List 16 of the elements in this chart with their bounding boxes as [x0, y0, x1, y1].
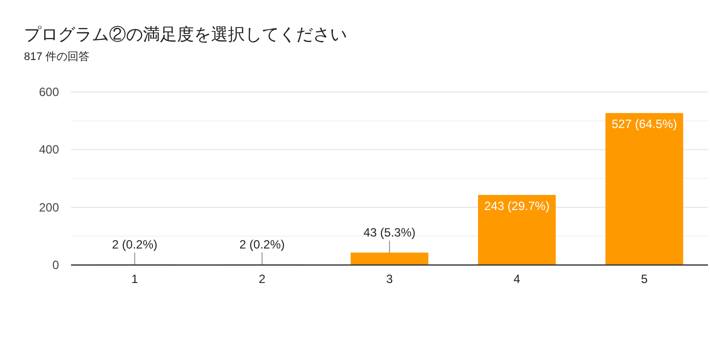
x-tick-label: 2: [258, 272, 266, 286]
y-tick-label: 600: [38, 85, 60, 99]
y-tick-label: 400: [38, 142, 60, 157]
x-tick-label: 5: [640, 272, 648, 286]
x-tick-label: 1: [131, 272, 138, 286]
data-label: 2 (0.2%): [112, 237, 158, 252]
y-tick-label: 200: [38, 200, 60, 214]
y-tick-label: 0: [52, 258, 60, 272]
data-label: 527 (64.5%): [612, 117, 677, 132]
x-tick-label: 3: [386, 272, 394, 286]
subtitle: 817 件の回答: [24, 51, 90, 63]
title: プログラム②の満足度を選択してください: [24, 25, 347, 44]
data-label: 43 (5.3%): [363, 226, 416, 240]
data-label: 2 (0.2%): [239, 237, 285, 252]
data-label: 243 (29.7%): [484, 198, 550, 213]
x-tick-label: 4: [514, 272, 521, 286]
